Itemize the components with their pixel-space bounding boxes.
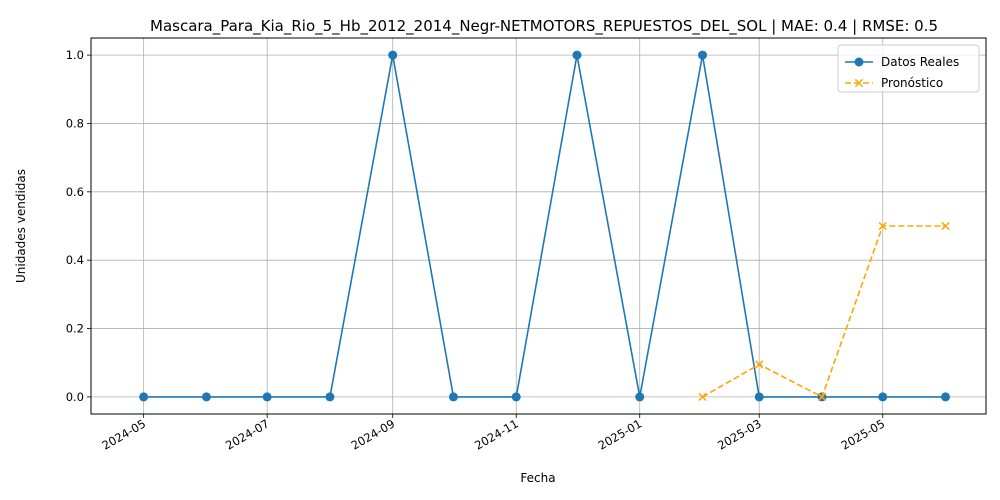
y-tick-label: 0.0 (66, 390, 84, 404)
series-0 (139, 50, 951, 402)
y-axis-label: Unidades vendidas (14, 169, 28, 283)
data-point (754, 392, 764, 402)
legend-marker (854, 57, 864, 67)
data-point (941, 392, 951, 402)
series-line (143, 54, 946, 398)
series-layer (139, 50, 951, 402)
series-1 (698, 221, 950, 402)
series-line (702, 225, 946, 398)
y-tick-label: 0.4 (66, 253, 84, 267)
chart-title: Mascara_Para_Kia_Rio_5_Hb_2012_2014_Negr… (150, 17, 938, 36)
data-point (878, 221, 887, 231)
data-point (139, 392, 149, 402)
data-point (448, 392, 458, 402)
x-tick-label: 2025-01 (596, 416, 645, 452)
legend: Datos Reales Pronóstico (837, 44, 980, 93)
x-tick-label: 2024-07 (223, 416, 272, 452)
plot-area-frame (90, 37, 987, 415)
data-point (635, 392, 645, 402)
data-point (817, 392, 827, 402)
x-tick-label: 2025-03 (715, 416, 764, 452)
x-axis-label: Fecha (520, 471, 555, 485)
data-point (572, 50, 582, 60)
data-point (201, 392, 211, 402)
x-tick-label: 2025-05 (839, 416, 888, 452)
y-tick-label: 0.2 (66, 322, 84, 336)
legend-entry-label: Pronóstico (881, 76, 943, 90)
data-point (388, 50, 398, 60)
data-point (755, 360, 764, 369)
data-point (941, 221, 950, 231)
y-tick-label: 1.0 (66, 48, 84, 62)
data-point (698, 50, 708, 60)
y-axis-ticks: 0.0 0.2 0.4 0.6 0.8 1.0 (66, 48, 91, 404)
legend-box (837, 44, 980, 93)
legend-entry-label: Datos Reales (881, 55, 959, 69)
data-point (698, 392, 707, 402)
y-tick-label: 0.6 (66, 185, 84, 199)
data-point (511, 392, 521, 402)
x-tick-label: 2024-09 (349, 416, 398, 452)
data-point (878, 392, 888, 402)
grid-lines (91, 38, 986, 414)
data-point (325, 392, 335, 402)
x-tick-label: 2024-11 (472, 416, 521, 452)
data-point (262, 392, 272, 402)
y-tick-label: 0.8 (66, 116, 84, 130)
x-axis-ticks: 2024-05 2024-07 2024-09 2024-11 2025-01 2025-… (100, 414, 888, 453)
x-tick-label: 2024-05 (100, 416, 149, 452)
legend-marker (854, 78, 864, 88)
